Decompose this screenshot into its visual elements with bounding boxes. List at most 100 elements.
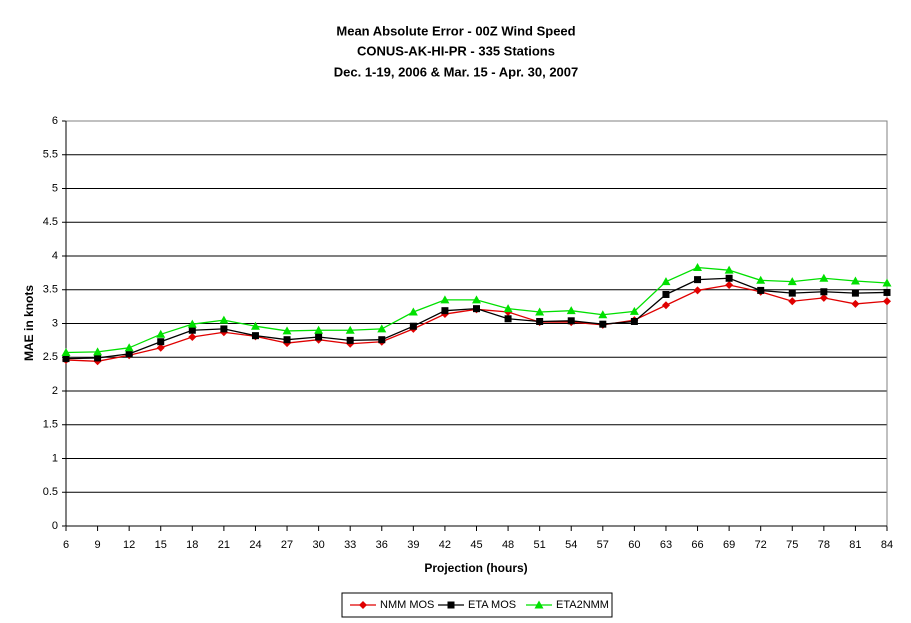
data-point — [757, 286, 765, 294]
y-tick-label: 4.5 — [43, 216, 58, 228]
data-point — [283, 336, 291, 344]
data-point — [850, 276, 860, 285]
chart-subtitle: CONUS-AK-HI-PR - 335 Stations — [357, 43, 555, 58]
x-tick-label: 30 — [312, 539, 324, 551]
x-tick-label: 6 — [63, 539, 69, 551]
data-point — [725, 281, 734, 290]
chart-title: Mean Absolute Error - 00Z Wind Speed — [336, 23, 575, 38]
data-point — [157, 338, 165, 346]
data-point — [567, 317, 575, 325]
chart-subtitle: Dec. 1-19, 2006 & Mar. 15 - Apr. 30, 200… — [334, 64, 579, 79]
y-tick-label: 2.5 — [43, 351, 58, 363]
y-tick-label: 1 — [52, 452, 58, 464]
data-point — [94, 354, 102, 362]
data-point — [693, 286, 702, 295]
data-point — [882, 278, 892, 287]
x-tick-label: 21 — [218, 539, 230, 551]
data-point — [788, 297, 797, 306]
data-point — [694, 276, 702, 284]
data-point — [314, 325, 324, 334]
data-point — [661, 277, 671, 286]
data-point — [598, 310, 608, 319]
y-tick-label: 6 — [52, 115, 58, 127]
y-tick-label: 1.5 — [43, 419, 58, 431]
x-tick-label: 63 — [660, 539, 672, 551]
data-point — [345, 325, 355, 334]
x-tick-label: 36 — [376, 539, 388, 551]
data-point — [219, 315, 229, 324]
x-tick-label: 75 — [786, 539, 798, 551]
data-point — [693, 262, 703, 271]
data-point — [125, 350, 133, 358]
data-point — [630, 317, 638, 325]
data-point — [377, 324, 387, 333]
x-tick-label: 45 — [470, 539, 482, 551]
data-point — [61, 348, 71, 357]
data-point — [251, 332, 259, 340]
x-tick-label: 51 — [534, 539, 546, 551]
data-point — [378, 336, 386, 344]
x-tick-label: 48 — [502, 539, 514, 551]
y-tick-label: 5.5 — [43, 149, 58, 161]
data-point — [820, 288, 828, 296]
data-point — [629, 306, 639, 315]
legend-marker — [359, 601, 367, 609]
x-tick-label: 27 — [281, 539, 293, 551]
legend-label: ETA2NMM — [556, 599, 609, 611]
x-tick-label: 42 — [439, 539, 451, 551]
x-tick-label: 60 — [628, 539, 640, 551]
data-point — [599, 320, 607, 328]
x-tick-label: 9 — [95, 539, 101, 551]
x-tick-label: 66 — [691, 539, 703, 551]
data-point — [187, 319, 197, 328]
y-tick-label: 3.5 — [43, 284, 58, 296]
data-point — [188, 326, 196, 334]
x-tick-label: 54 — [565, 539, 577, 551]
data-point — [788, 289, 796, 297]
x-tick-label: 15 — [155, 539, 167, 551]
y-tick-label: 0 — [52, 520, 58, 532]
data-point — [441, 307, 449, 315]
x-tick-label: 81 — [849, 539, 861, 551]
data-point — [819, 273, 829, 282]
data-point — [473, 305, 480, 313]
data-point — [504, 315, 512, 323]
legend-marker — [447, 601, 455, 609]
data-point — [883, 297, 891, 306]
data-point — [62, 355, 70, 363]
data-point — [503, 304, 513, 313]
data-point — [156, 329, 166, 338]
y-tick-label: 0.5 — [43, 486, 58, 498]
data-point — [346, 336, 354, 344]
data-point — [756, 275, 766, 284]
data-point — [787, 277, 797, 286]
x-tick-label: 12 — [123, 539, 135, 551]
data-point — [282, 326, 292, 335]
data-point — [408, 307, 418, 316]
data-point — [819, 293, 828, 302]
data-point — [472, 295, 481, 304]
data-point — [220, 325, 228, 333]
x-axis-title: Projection (hours) — [424, 561, 527, 575]
legend-box — [341, 592, 613, 618]
legend-label: ETA MOS — [468, 599, 516, 611]
x-tick-label: 39 — [407, 539, 419, 551]
data-point — [250, 321, 260, 330]
x-tick-label: 69 — [723, 539, 735, 551]
data-point — [93, 347, 103, 356]
data-point — [566, 306, 576, 315]
data-point — [188, 333, 197, 341]
data-point — [156, 343, 165, 352]
y-tick-label: 4 — [52, 250, 58, 262]
data-point — [124, 343, 134, 352]
data-point — [315, 333, 323, 341]
x-tick-label: 72 — [755, 539, 767, 551]
x-tick-label: 78 — [818, 539, 830, 551]
y-tick-label: 3 — [52, 317, 58, 329]
data-point — [440, 295, 450, 304]
legend-marker — [534, 600, 544, 609]
y-tick-label: 2 — [52, 385, 58, 397]
x-tick-label: 18 — [186, 539, 198, 551]
x-tick-label: 57 — [597, 539, 609, 551]
